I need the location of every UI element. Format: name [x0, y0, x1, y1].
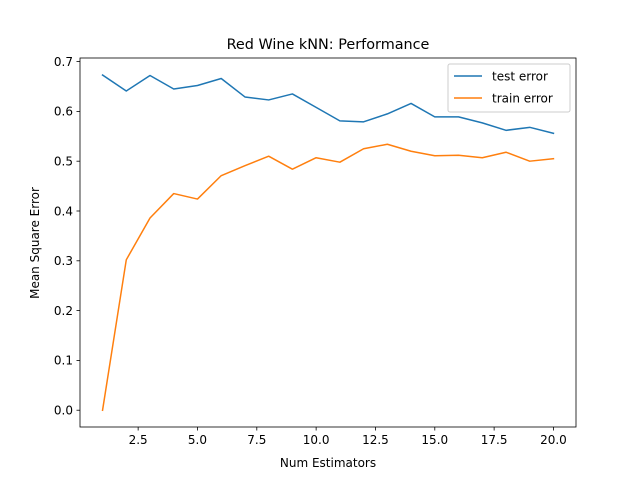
y-tick-label: 0.0 [54, 404, 73, 418]
x-tick-label: 7.5 [247, 433, 266, 447]
x-tick-label: 20.0 [540, 433, 567, 447]
x-tick-label: 12.5 [362, 433, 389, 447]
legend-label-2: train error [492, 91, 553, 105]
x-tick-label: 15.0 [421, 433, 448, 447]
y-tick-label: 0.1 [54, 354, 73, 368]
y-tick-label: 0.2 [54, 304, 73, 318]
y-tick-label: 0.7 [54, 55, 73, 69]
x-tick-label: 17.5 [481, 433, 508, 447]
x-tick-label: 10.0 [303, 433, 330, 447]
x-tick-label: 2.5 [129, 433, 148, 447]
y-axis: 0.0 0.1 0.2 0.3 0.4 0.5 0.6 0.7 [54, 55, 80, 418]
legend: test error train error [447, 63, 571, 113]
y-tick-label: 0.4 [54, 204, 73, 218]
y-tick-label: 0.3 [54, 254, 73, 268]
series-line-1 [101, 73, 555, 135]
y-axis-label: Mean Square Error [28, 187, 42, 299]
plot-area [79, 57, 577, 428]
x-tick-label: 5.0 [188, 433, 207, 447]
x-axis: 2.5 5.0 7.5 10.0 12.5 15.0 17.5 20.0 [129, 427, 567, 447]
chart-title: Red Wine kNN: Performance [227, 37, 430, 53]
legend-label-1: test error [492, 69, 548, 83]
series-line-2 [101, 143, 555, 412]
y-tick-label: 0.5 [54, 154, 73, 168]
plot-frame [79, 57, 577, 428]
y-tick-label: 0.6 [54, 105, 73, 119]
series-lines [101, 73, 555, 412]
x-axis-label: Num Estimators [280, 456, 376, 470]
